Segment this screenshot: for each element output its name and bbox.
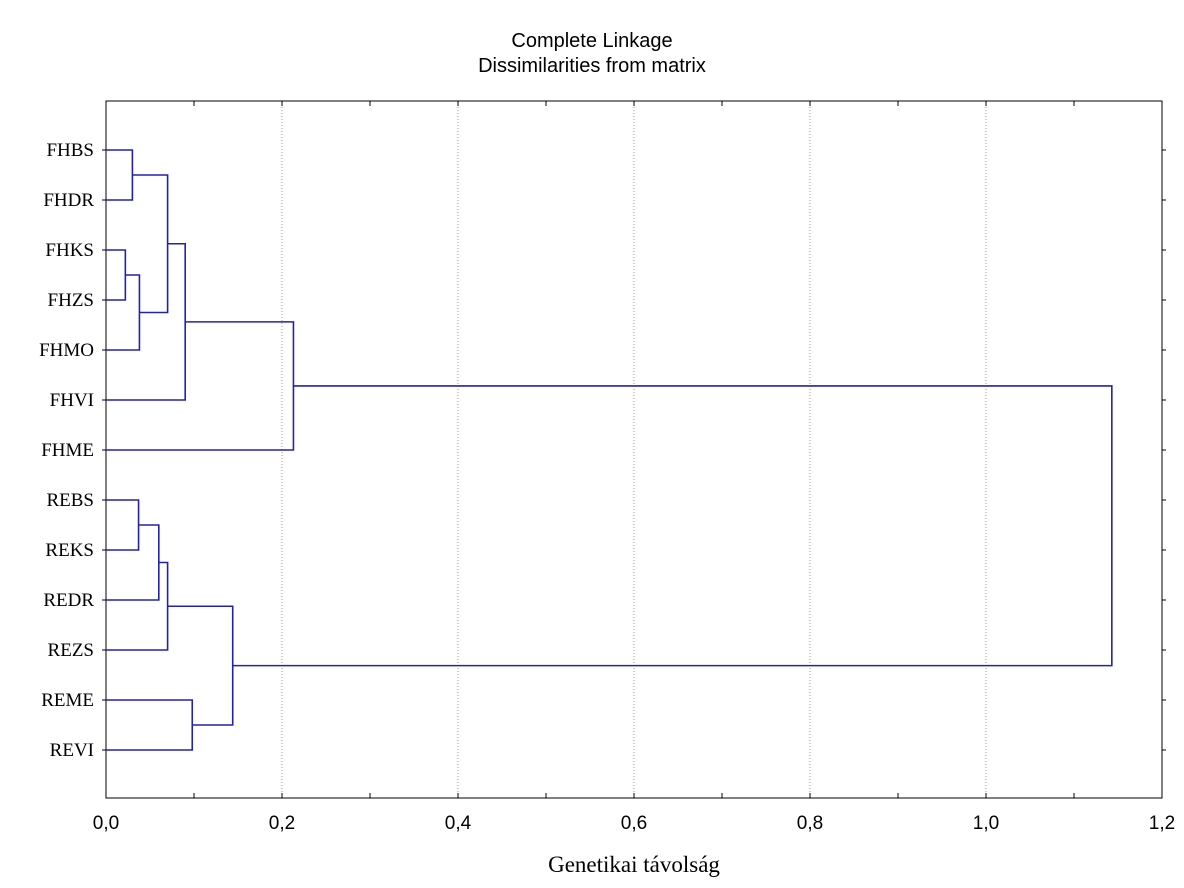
leaf-label: REDR: [43, 590, 94, 611]
tick-layer: [102, 101, 1166, 798]
dendrogram-link-c6: [132, 174, 169, 314]
leaf-label: FHDR: [43, 190, 94, 211]
chart-subtitle: Dissimilarities from matrix: [478, 55, 706, 77]
leaf-label: FHMO: [39, 340, 94, 361]
leaf-label: REKS: [45, 540, 94, 561]
dendrogram-link-c12: [232, 385, 1113, 667]
grid-layer: [281, 101, 987, 798]
dendrogram-link-c3: [106, 499, 140, 551]
dendrogram-link-c5: [106, 524, 160, 601]
dendrogram-link-c10: [167, 605, 234, 726]
leaf-label: REVI: [50, 740, 94, 761]
dendrogram-link-c8: [106, 242, 186, 401]
chart-title: Complete Linkage: [511, 30, 673, 52]
x-tick-label: 1,2: [1149, 813, 1175, 834]
label-layer: 0,0 0,2 0,4 0,6 0,8 1,0 1,2 FHBS FHDR FHKS FHZS FHM…: [39, 140, 1175, 834]
dendrogram-link-c11: [106, 321, 295, 451]
dendrogram-links: [106, 149, 1113, 751]
x-tick-label: 0,6: [621, 813, 647, 834]
leaf-label: FHKS: [45, 240, 94, 261]
x-tick-label: 0,4: [445, 813, 472, 834]
leaf-label: REME: [41, 690, 94, 711]
dendrogram-link-c2: [106, 149, 134, 201]
dendrogram-link-c4: [106, 274, 141, 351]
x-tick-label: 0,2: [269, 813, 295, 834]
x-axis-title: Genetikai távolság: [548, 852, 720, 877]
leaf-label: FHVI: [50, 390, 94, 411]
x-tick-label: 1,0: [973, 813, 999, 834]
leaf-label: REZS: [48, 640, 94, 661]
x-tick-label: 0,8: [797, 813, 823, 834]
leaf-label: REBS: [46, 490, 94, 511]
dendrogram-link-c1: [106, 249, 127, 301]
leaf-label: FHME: [41, 440, 94, 461]
dendrogram-link-c9: [106, 699, 194, 751]
leaf-label: FHZS: [48, 290, 94, 311]
x-tick-label: 0,0: [93, 813, 119, 834]
leaf-label: FHBS: [46, 140, 94, 161]
